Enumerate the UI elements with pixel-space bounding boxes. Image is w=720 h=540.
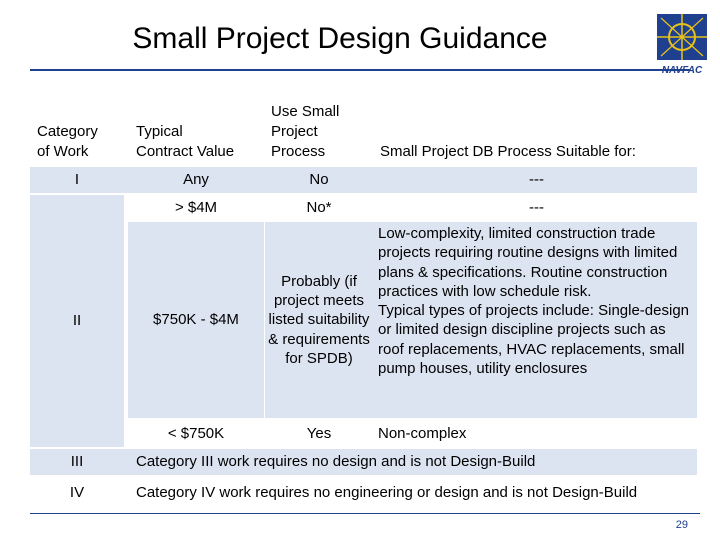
row2-use-process: No* [306,199,332,217]
header-category: Category of Work [37,122,98,162]
category-iii-label: III [70,453,84,471]
header-value-line2: Contract Value [136,143,235,160]
header-process-line1: Use Small [271,103,340,120]
title-divider [30,69,690,71]
page-number: 29 [675,519,688,531]
row2-contract-value: > $4M [174,199,218,217]
header-value-line1: Typical [136,123,183,140]
row4-contract-value: < $750K [167,425,225,443]
row3-column-divider [264,222,265,418]
category-ii-label: II [72,312,82,330]
row-category-iii [30,449,697,475]
row1-suitable: --- [529,171,544,189]
category-i-label: I [74,171,80,189]
header-process-line2: Project [271,123,318,140]
row-iii-description: Category III work requires no design and… [136,453,536,471]
navfac-logo-icon: NAVFAC [657,14,707,76]
row-category-ii [30,195,124,447]
row3-contract-value: $750K - $4M [153,311,239,329]
header-category-line1: Category [37,123,98,140]
row1-use-process: No [309,171,329,189]
category-iv-label: IV [69,484,85,502]
slide-title: Small Project Design Guidance [132,22,548,55]
row-category-i [30,167,697,193]
header-category-line2: of Work [37,143,89,160]
row3-suitable: Low-complexity, limited construction tra… [378,225,690,378]
row-iv-description: Category IV work requires no engineering… [136,484,638,502]
footer-divider [30,513,700,514]
row3-use-process: Probably (if project meets listed suitab… [268,272,370,367]
row4-suitable: Non-complex [378,425,467,443]
header-suitable-for: Small Project DB Process Suitable for: [380,143,636,160]
row4-use-process: Yes [306,425,332,443]
row2-suitable: --- [529,199,544,217]
header-process-line3: Process [271,143,326,160]
row1-contract-value: Any [183,171,209,189]
header-contract-value: Typical Contract Value [136,122,234,162]
row3-band [128,222,697,418]
header-use-process: Use Small Project Process [271,102,339,162]
